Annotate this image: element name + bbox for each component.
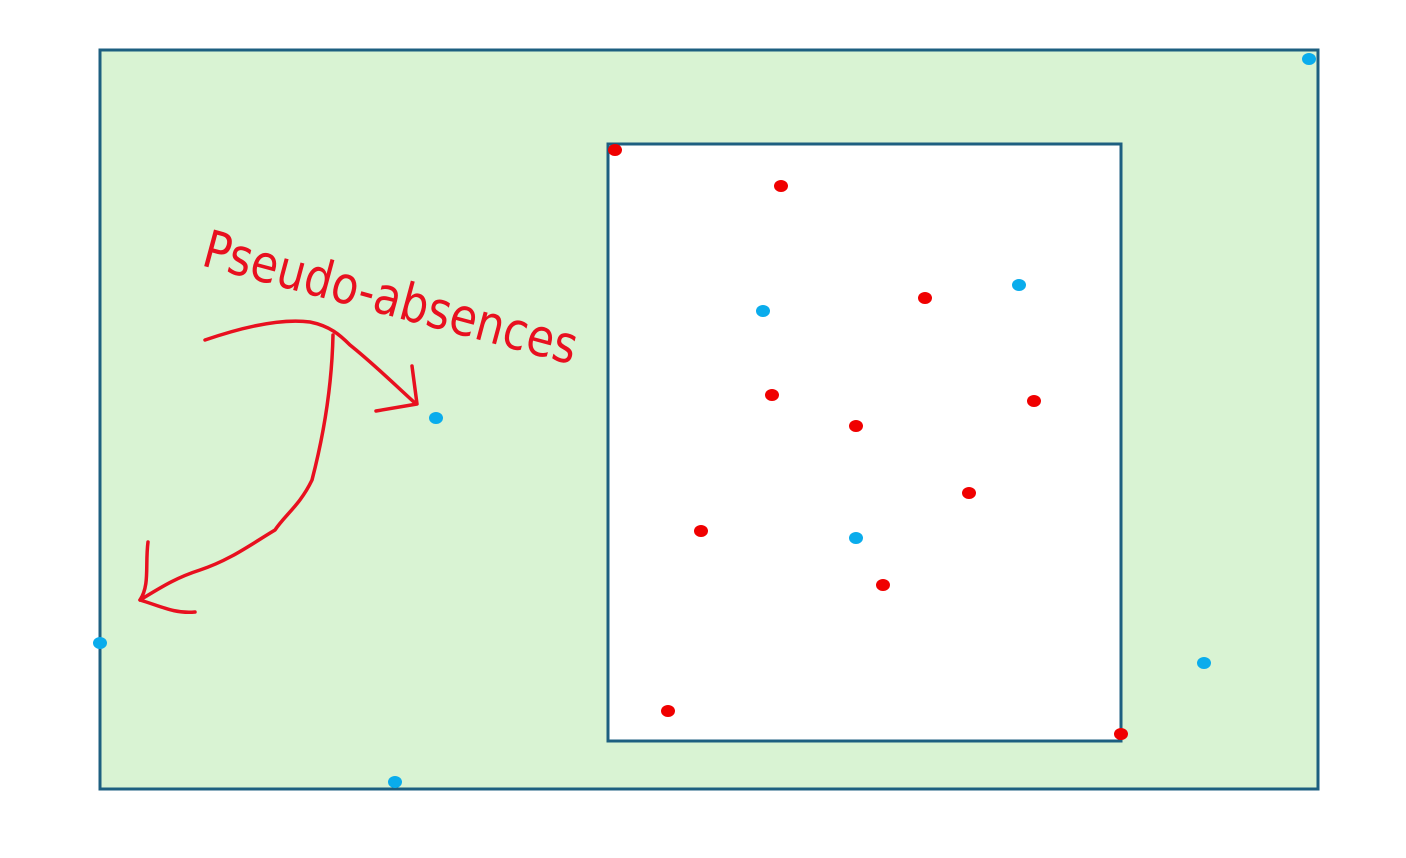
arrowhead-left: [138, 540, 197, 615]
presence-point: [1027, 395, 1041, 407]
presence-point: [962, 487, 976, 499]
presence-area: [606, 142, 1123, 743]
pseudo-absence-point: [1012, 279, 1026, 291]
presence-point: [1114, 728, 1128, 740]
presence-point: [765, 389, 779, 401]
arrow-left: [138, 333, 335, 602]
presence-points: [608, 144, 1128, 740]
pseudo-absence-point: [429, 412, 443, 424]
pseudo-absence-point: [849, 532, 863, 544]
pseudo-absence-point: [93, 637, 107, 649]
presence-point: [694, 525, 708, 537]
pseudo-absence-points: [93, 53, 1316, 788]
arrow-right: [203, 319, 417, 405]
pseudo-absence-point: [388, 776, 402, 788]
presence-point: [876, 579, 890, 591]
presence-point: [849, 420, 863, 432]
presence-point: [774, 180, 788, 192]
pseudo-absence-point: [1302, 53, 1316, 65]
pseudo-absence-point: [1197, 657, 1211, 669]
pseudo-absence-point: [756, 305, 770, 317]
presence-point: [608, 144, 622, 156]
presence-point: [918, 292, 932, 304]
presence-point: [661, 705, 675, 717]
arrowhead-right: [374, 364, 419, 413]
